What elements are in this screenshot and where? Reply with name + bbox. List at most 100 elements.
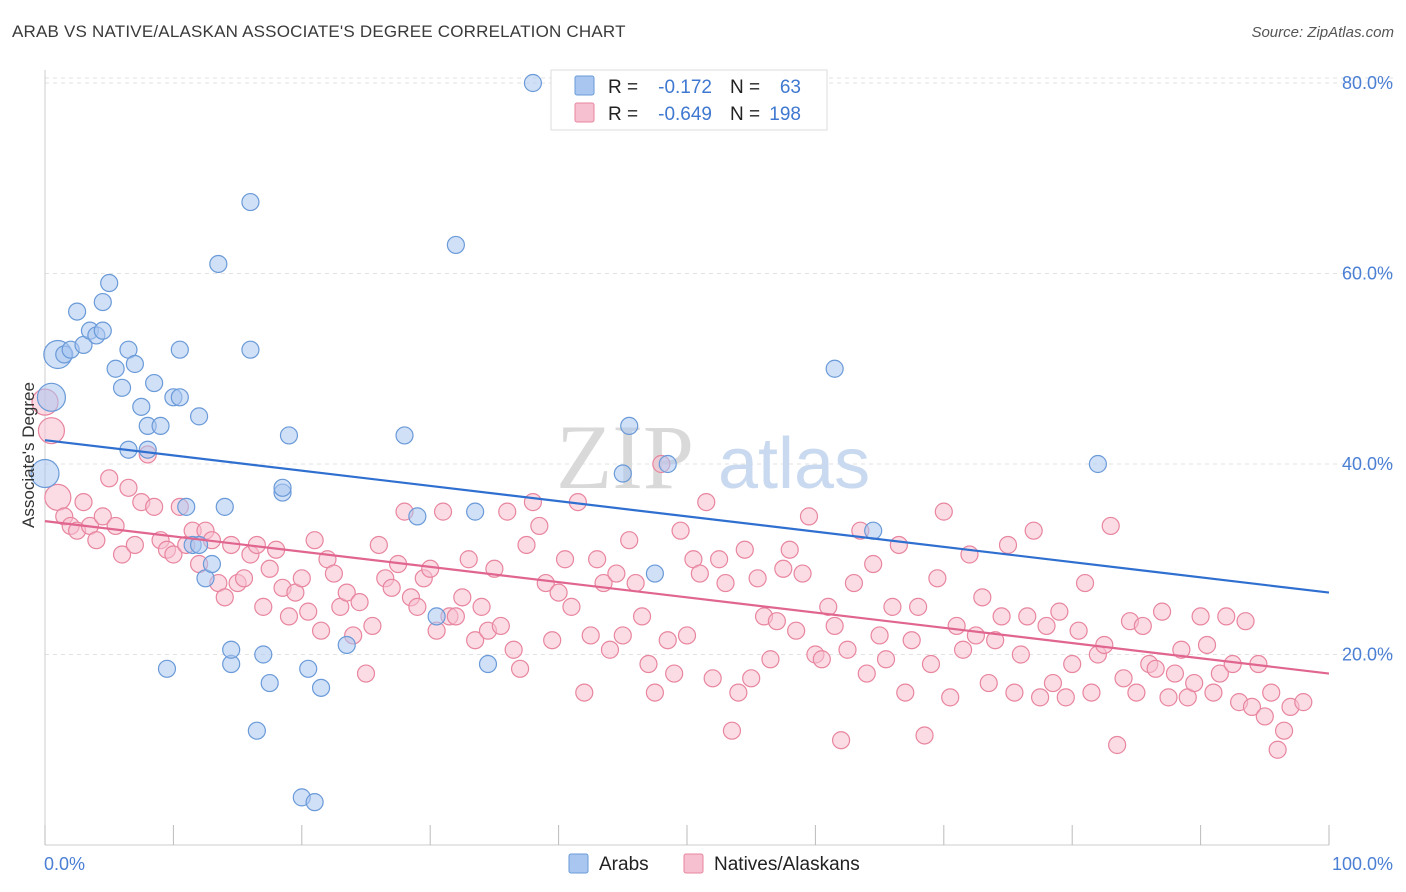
point-arab [93,292,112,312]
point-native [1005,683,1024,702]
point-native [1127,683,1146,702]
point-native [928,569,947,588]
point-native [1159,688,1178,707]
point-native [466,631,485,650]
point-native [844,573,864,593]
y-tick-label: 80.0% [1342,73,1393,93]
legend-n-value-arabs: 63 [780,77,801,98]
bottom-legend-label-natives: Natives/Alaskans [714,854,860,875]
point-native [1011,645,1030,664]
point-native [491,616,510,636]
point-native [311,621,331,640]
point-native [645,683,665,702]
point-arab [279,426,299,445]
point-native [677,626,697,645]
point-native [1217,607,1236,626]
point-native [1210,664,1229,683]
point-arab [67,302,87,321]
point-arab [209,254,228,274]
point-native [581,626,600,645]
point-native [87,531,106,550]
axes [44,70,1330,846]
point-native [164,545,183,564]
stats-legend-box [550,69,828,131]
point-native [1075,573,1095,593]
point-native [112,545,132,564]
point-native [337,583,356,602]
y-tick-label: 60.0% [1342,264,1393,284]
point-native [459,550,478,569]
point-native [819,597,838,616]
point-native [703,669,722,688]
point-native [254,597,273,616]
trend-line-arabs [44,439,1330,594]
point-native [748,569,767,588]
point-native [1191,607,1210,626]
point-native [1242,697,1262,716]
point-native [973,588,992,607]
legend-r-value-arabs: -0.172 [658,77,712,98]
point-native [902,631,921,650]
x-tick-label-min: 0.0% [44,854,85,874]
point-native [735,540,754,559]
point-arab [408,507,427,526]
point-arab [241,340,260,359]
point-native [1082,683,1101,702]
point-native [433,502,453,521]
point-native [1268,740,1287,759]
point-native [870,626,889,645]
point-native [363,616,382,636]
point-native [915,726,934,745]
point-arab [395,426,414,445]
point-native [260,559,279,578]
point-native [934,502,953,521]
legend-n-label-natives: N = [730,104,760,125]
point-arab [157,659,177,678]
point-native [279,607,299,626]
point-arab [93,321,112,340]
point-native [472,597,491,616]
point-native [453,588,472,607]
point-native [1133,616,1152,636]
point-native [145,497,164,516]
point-native [305,531,324,550]
legend-r-label-natives: R = [608,104,638,125]
point-arab [658,454,677,474]
point-native [632,607,652,626]
point-arab [1088,454,1107,474]
point-native [986,631,1005,650]
point-native [799,507,819,526]
point-native [382,578,401,597]
point-arab [254,645,273,664]
point-native [369,535,388,555]
point-native [1146,659,1165,678]
legend-n-label-arabs: N = [730,77,760,98]
point-native [709,550,729,569]
point-arab [189,407,209,426]
point-native [864,554,883,574]
point-native [1172,640,1191,659]
point-arab [446,235,465,255]
point-native [1236,612,1255,631]
point-native [549,583,568,602]
point-native [1095,635,1114,655]
point-arab [170,388,189,407]
point-native [1185,673,1204,693]
point-native [729,683,748,702]
point-arab [337,635,356,655]
point-native [626,573,645,593]
point-native [793,564,812,583]
point-arab [30,458,60,489]
point-arab [478,654,498,674]
point-native [119,478,138,497]
point-native [350,593,369,612]
point-native [607,564,626,583]
point-native [921,654,941,674]
point-arab [132,397,151,416]
point-native [742,669,761,688]
series-arabs [30,73,1107,812]
point-arab [299,659,318,678]
point-native [1152,602,1172,621]
point-arab [125,354,144,374]
point-arab [106,359,125,378]
